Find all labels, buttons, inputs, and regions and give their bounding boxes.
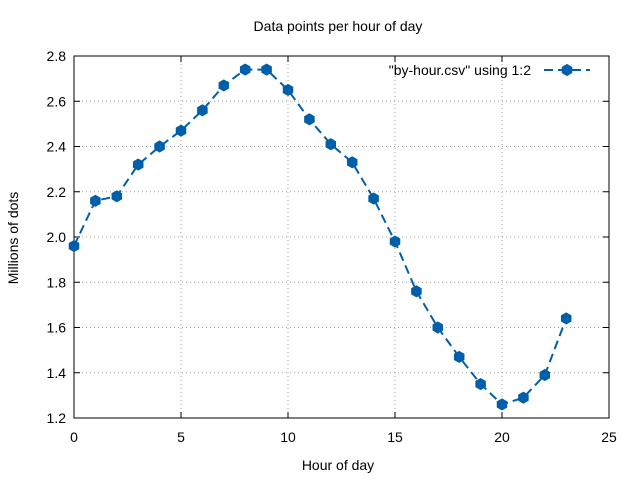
grid-layer	[73, 55, 610, 419]
data-point	[475, 377, 486, 391]
data-point	[368, 192, 379, 205]
y-tick-label: 2.8	[47, 48, 67, 64]
data-point	[175, 124, 187, 137]
data-point	[411, 285, 422, 298]
data-point	[239, 63, 251, 76]
series-line	[73, 68, 568, 406]
legend-label: "by-hour.csv" using 1:2	[389, 62, 531, 78]
data-point	[154, 140, 165, 153]
y-tick-label: 2.0	[47, 229, 67, 245]
data-point	[111, 190, 123, 203]
data-point	[197, 104, 208, 117]
x-tick-label: 5	[177, 429, 185, 445]
data-point	[432, 321, 444, 334]
legend: "by-hour.csv" using 1:2	[389, 62, 590, 78]
data-point	[453, 350, 465, 363]
data-point	[282, 83, 294, 97]
data-point	[346, 156, 358, 169]
data-point	[389, 235, 401, 248]
series-layer	[68, 63, 572, 411]
y-tick-label: 2.2	[47, 184, 67, 200]
data-point	[218, 79, 230, 92]
y-axis-label: Millions of dots	[5, 192, 21, 285]
y-tick-label: 1.6	[47, 320, 67, 336]
chart-title: Data points per hour of day	[254, 18, 423, 34]
data-point	[325, 138, 337, 151]
x-tick-label: 25	[601, 429, 617, 445]
data-point	[304, 113, 315, 126]
data-point	[496, 398, 508, 411]
y-tick-label: 1.4	[47, 365, 67, 381]
data-point	[518, 391, 529, 404]
data-point	[560, 312, 572, 325]
legend-marker	[561, 63, 573, 77]
y-tick-label: 1.2	[47, 410, 67, 426]
data-point	[261, 63, 272, 76]
data-point	[68, 239, 80, 253]
x-tick-label: 15	[387, 429, 403, 445]
data-point	[90, 194, 101, 207]
x-axis-label: Hour of day	[302, 457, 374, 473]
x-tick-label: 10	[280, 429, 296, 445]
data-point	[539, 368, 551, 382]
y-tick-label: 2.6	[47, 93, 67, 109]
y-tick-label: 1.8	[47, 274, 67, 290]
data-point	[132, 158, 144, 171]
x-tick-label: 0	[70, 429, 78, 445]
x-tick-label: 20	[494, 429, 510, 445]
y-tick-label: 2.4	[47, 139, 67, 155]
axis-layer: 0 5 10 15 20 25 1.2 1.4 1.6 1.8 2.0 2.2 2.4 2.6 2.8	[47, 48, 617, 445]
